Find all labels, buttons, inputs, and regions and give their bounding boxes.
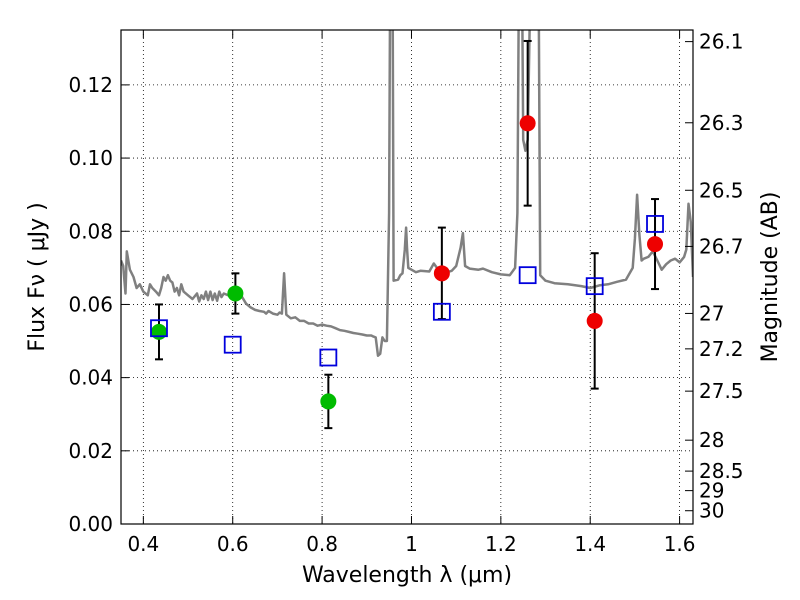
model-photometry-square <box>646 215 664 233</box>
magnitude-tick-label: 26.1 <box>699 30 744 54</box>
model-photometry-square <box>150 319 168 338</box>
y-tick-label: 0.06 <box>68 292 113 316</box>
y-tick-label: 0.04 <box>68 366 113 390</box>
x-tick-label: 1.4 <box>574 532 606 556</box>
marker-layer <box>150 115 664 410</box>
x-tick-label: 0.4 <box>127 532 159 556</box>
x-tick-label: 0.6 <box>217 532 249 556</box>
magnitude-tick-label: 26.5 <box>699 178 744 202</box>
y-tick-label: 0.02 <box>68 439 113 463</box>
magnitude-tick-label: 26.7 <box>699 234 744 258</box>
model-spectrum-line <box>121 30 693 357</box>
model-photometry-square <box>223 335 242 354</box>
photometry-point <box>227 285 244 302</box>
magnitude-tick-label: 27.5 <box>699 379 744 403</box>
x-tick-label: 1.6 <box>664 532 696 556</box>
photometry-point <box>586 312 603 329</box>
magnitude-tick-label: 28.5 <box>699 459 744 483</box>
magnitude-axis-label: Magnitude (AB) <box>758 192 783 363</box>
magnitude-tick-label: 27.2 <box>699 337 744 361</box>
photometry-point <box>320 393 337 410</box>
photometry-point <box>647 236 664 253</box>
model-photometry-square <box>432 302 451 321</box>
x-tick-label: 0.8 <box>306 532 338 556</box>
photometry-point <box>519 115 536 132</box>
model-photometry-square <box>585 277 604 296</box>
y-tick-label: 0.08 <box>68 219 113 243</box>
model-photometry-square <box>518 266 537 285</box>
plot-background <box>121 30 693 524</box>
y-axis-ticks: 0.00 0.02 0.04 0.06 0.08 0.10 0.12 <box>68 73 129 536</box>
magnitude-tick-label: 29 <box>699 479 724 503</box>
x-tick-label: 1.2 <box>485 532 517 556</box>
plot-frame <box>120 29 694 525</box>
x-axis-ticks: 0.4 0.6 0.8 1 1.2 1.4 1.6 <box>127 30 696 556</box>
model-spectrum-layer <box>121 30 693 357</box>
model-photometry-square <box>319 348 338 367</box>
photometry-point <box>150 323 167 340</box>
magnitude-tick-label: 28 <box>699 428 724 452</box>
y-tick-label: 0.12 <box>68 73 113 97</box>
y-tick-label: 0.00 <box>68 512 113 536</box>
x-axis-label: Wavelength λ (μm) <box>302 563 512 588</box>
magnitude-tick-label: 27 <box>699 301 724 325</box>
photometry-point <box>433 265 450 282</box>
magnitude-tick-label: 30 <box>699 499 724 523</box>
y-axis-label: Flux Fν ( μJy ) <box>25 202 50 351</box>
y-tick-label: 0.10 <box>68 146 113 170</box>
magnitude-tick-label: 26.3 <box>699 111 744 135</box>
x-tick-label: 1 <box>405 532 418 556</box>
